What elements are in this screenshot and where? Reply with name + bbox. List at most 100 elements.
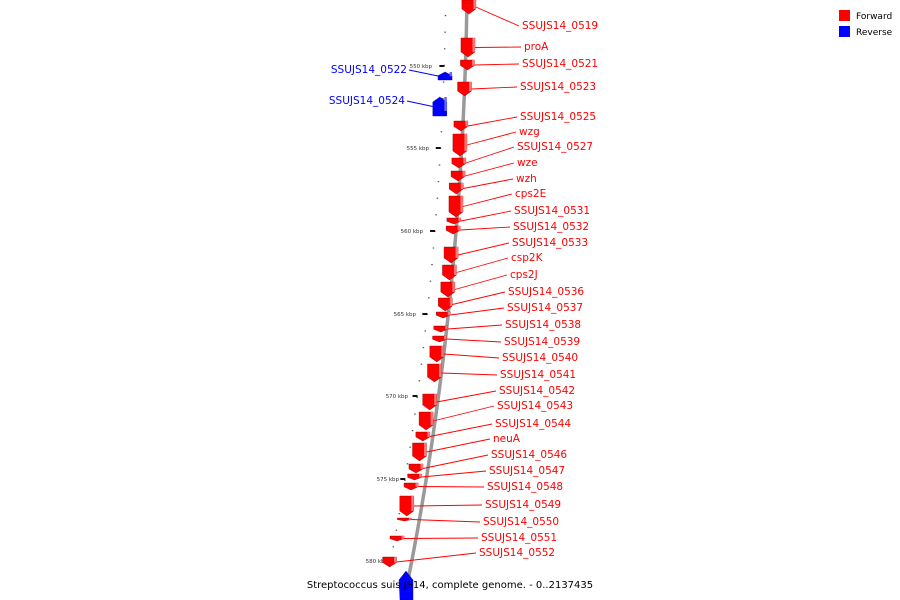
genome-caption: Streptococcus suis JS14, complete genome… <box>307 580 593 591</box>
gene-connector <box>406 100 433 107</box>
gene-connector <box>441 372 498 376</box>
gene-label[interactable]: SSUJS14_0538 <box>505 319 581 331</box>
gene-label[interactable]: SSUJS14_0541 <box>500 369 576 381</box>
gene-connector <box>474 46 522 48</box>
gene-feature-shade <box>469 82 472 91</box>
gene-connector <box>446 338 502 343</box>
minor-tick <box>431 264 433 266</box>
gene-feature-shade <box>458 218 461 222</box>
gene-feature-shade <box>444 336 447 340</box>
gene-connector <box>447 324 503 330</box>
minor-tick <box>429 280 432 282</box>
gene-label[interactable]: SSUJS14_0523 <box>520 81 596 93</box>
gene-label[interactable]: neuA <box>493 433 521 445</box>
gene-connector <box>474 63 520 66</box>
gene-labels: SSUJS14_0519 proA SSUJS14_0521 SSUJS14_0522… <box>329 6 598 563</box>
gene-feature-shade <box>411 496 414 511</box>
gene-label[interactable]: SSUJS14_0543 <box>497 400 573 412</box>
gene-label[interactable]: SSUJS14_0547 <box>489 465 565 477</box>
gene-connector <box>396 552 477 563</box>
gene-feature-shade <box>452 282 455 292</box>
gene-label[interactable]: SSUJS14_0525 <box>520 111 596 123</box>
gene-label[interactable]: SSUJS14_0533 <box>512 237 588 249</box>
gene-label[interactable]: SSUJS14_0540 <box>502 352 578 364</box>
minor-tick <box>424 330 427 332</box>
gene-feature-shade <box>457 226 461 231</box>
gene-label[interactable]: SSUJS14_0544 <box>495 418 571 430</box>
gene-label[interactable]: wze <box>517 157 538 169</box>
gene-label[interactable]: wzh <box>516 173 537 185</box>
gene-label[interactable]: SSUJS14_0549 <box>485 499 561 511</box>
gene-label[interactable]: cps2J <box>510 269 538 281</box>
gene-connector <box>426 438 491 453</box>
major-tick <box>430 230 436 232</box>
gene-label[interactable]: cps2E <box>515 188 546 200</box>
minor-tick <box>420 363 423 365</box>
gene-label[interactable]: SSUJS14_0522 <box>331 64 407 76</box>
gene-feature-shade <box>441 346 444 357</box>
minor-tick <box>436 197 439 199</box>
gene-feature-shade <box>455 247 459 258</box>
minor-tick <box>443 48 446 50</box>
gene-connector <box>422 454 489 469</box>
gene-label[interactable]: proA <box>524 41 549 53</box>
legend-reverse-label: Reverse <box>856 28 893 38</box>
gene-label[interactable]: SSUJS14_0546 <box>491 449 567 461</box>
gene-label[interactable]: SSUJS14_0531 <box>514 205 590 217</box>
gene-label[interactable]: SSUJS14_0521 <box>522 58 598 70</box>
gene-connector <box>404 537 479 539</box>
gene-label[interactable]: SSUJS14_0550 <box>483 516 559 528</box>
gene-label[interactable]: csp2K <box>511 252 544 264</box>
gene-feature-shade <box>464 134 467 151</box>
gene-label[interactable]: wzg <box>519 126 540 138</box>
tick-label: 570 kbp <box>386 394 409 400</box>
gene-label[interactable]: SSUJS14_0527 <box>517 141 593 153</box>
legend: Forward Reverse <box>839 10 893 38</box>
gene-feature-shade <box>462 171 466 177</box>
major-tick <box>422 313 428 315</box>
gene-feature-shade <box>447 312 451 316</box>
gene-label[interactable]: SSUJS14_0536 <box>508 286 584 298</box>
gene-connector <box>460 226 511 231</box>
gene-connector <box>418 486 485 488</box>
gene-feature-shade <box>460 196 463 212</box>
gene-connector <box>452 291 506 305</box>
tick-label: 555 kbp <box>407 146 430 152</box>
minor-tick <box>438 164 441 166</box>
gene-label[interactable]: SSUJS14_0537 <box>507 302 583 314</box>
gene-connector <box>454 274 508 290</box>
gene-feature-shade <box>444 97 447 111</box>
gene-connector <box>436 390 497 403</box>
gene-features <box>382 0 477 600</box>
minor-tick <box>411 430 414 432</box>
gene-feature-shade <box>445 326 448 330</box>
minor-tick <box>395 529 398 531</box>
gene-label[interactable]: SSUJS14_0551 <box>481 532 557 544</box>
minor-tick <box>414 413 416 415</box>
gene-feature-shade <box>463 158 466 164</box>
minor-tick <box>406 463 409 465</box>
minor-tick <box>404 479 406 481</box>
gene-feature-shade <box>449 72 453 77</box>
minor-tick <box>398 513 401 515</box>
minor-tick <box>444 15 447 17</box>
gene-label[interactable]: SSUJS14_0542 <box>499 385 575 397</box>
gene-feature-shade <box>419 474 422 478</box>
minor-tick <box>432 247 435 249</box>
gene-label[interactable]: SSUJS14_0519 <box>522 20 598 32</box>
gene-connector <box>413 504 483 507</box>
gene-label[interactable]: SSUJS14_0552 <box>479 547 555 559</box>
gene-label[interactable]: SSUJS14_0524 <box>329 95 405 107</box>
legend-forward-label: Forward <box>856 12 892 22</box>
gene-feature-shade <box>415 483 419 487</box>
minor-tick <box>437 181 440 183</box>
gene-feature-shade <box>424 443 427 456</box>
gene-feature-shade <box>471 60 475 66</box>
major-tick <box>439 65 445 67</box>
gene-label[interactable]: SSUJS14_0548 <box>487 481 563 493</box>
gene-label[interactable]: SSUJS14_0532 <box>513 221 589 233</box>
gene-connector <box>457 242 510 256</box>
gene-label[interactable]: SSUJS14_0539 <box>504 336 580 348</box>
gene-feature-partial <box>398 570 414 600</box>
tick-label: 580 kbp <box>366 559 389 565</box>
